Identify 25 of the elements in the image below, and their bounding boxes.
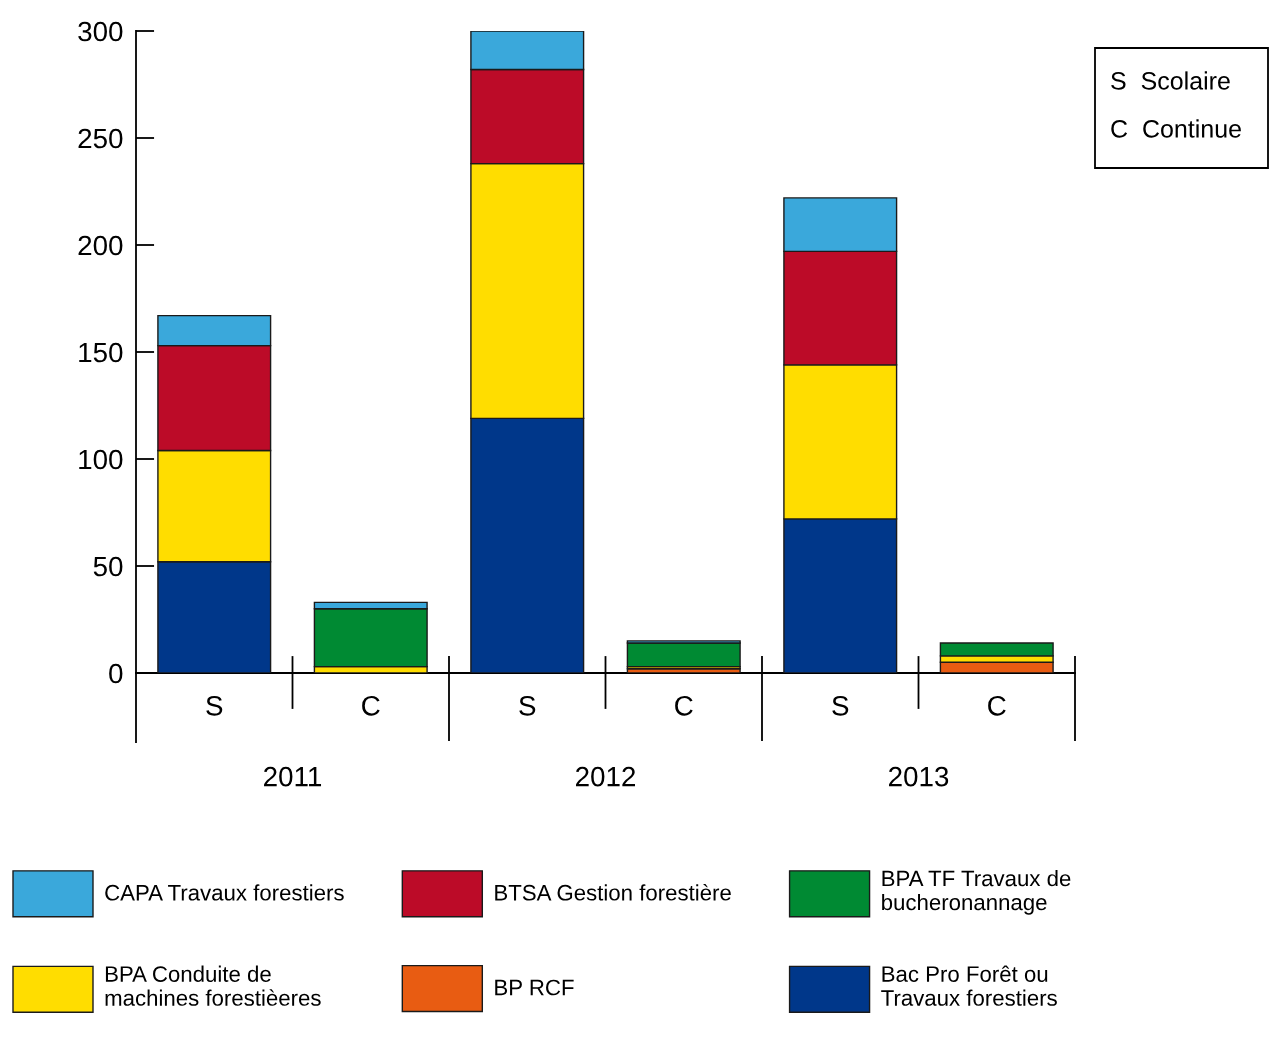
legend-label: BP RCF — [495, 979, 574, 996]
text: 2012 — [576, 766, 636, 787]
legend-label: BTSA Gestion forestière — [495, 884, 731, 901]
legend-label: Bac Pro Forêt ou Travaux forestiers — [881, 965, 1057, 1006]
x-tick-label: S — [519, 695, 536, 716]
y-tick-label: 300 — [78, 21, 123, 42]
legend-label: BPA TF Travaux de bucheronannage — [882, 870, 1071, 915]
y-tick-label: 100 — [79, 449, 123, 470]
x-tick-label: C — [362, 695, 380, 716]
bar — [626, 642, 741, 668]
x-tick-label: C — [675, 695, 693, 716]
y-tick-label: 50 — [93, 556, 123, 577]
text: 2013 — [889, 766, 949, 787]
y-tick-label: 150 — [79, 342, 123, 363]
y-tick-label: 0 — [109, 663, 123, 684]
text: 2011 — [264, 766, 322, 787]
text: C Continue — [1111, 119, 1241, 138]
x-tick-label: S — [206, 695, 223, 716]
legend-label: BPA Conduite de machines forestièeres — [105, 965, 321, 1006]
y-tick-label: 250 — [78, 128, 123, 149]
x-tick-label: C — [988, 695, 1006, 716]
x-tick-label: S — [832, 695, 849, 716]
text: S Scolaire — [1111, 71, 1230, 90]
y-tick-label: 200 — [78, 235, 123, 256]
legend-label: CAPA Travaux forestiers — [105, 884, 344, 901]
